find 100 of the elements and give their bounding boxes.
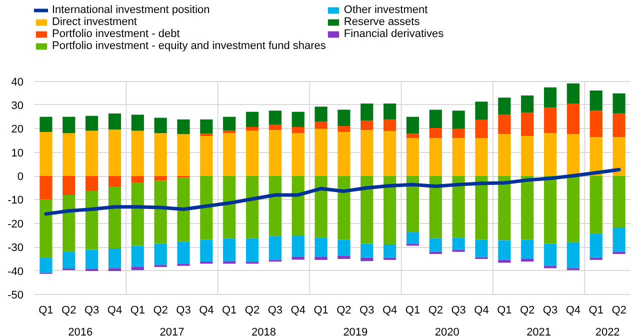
bar: [338, 132, 350, 176]
bar: [544, 176, 557, 244]
bar: [223, 116, 236, 131]
bar: [406, 138, 420, 176]
text: 2018: [251, 326, 276, 336]
bar: [590, 110, 602, 138]
bar: [338, 126, 350, 132]
bar: [40, 132, 52, 176]
bar: [384, 176, 396, 245]
bar: [521, 112, 534, 136]
bar: [566, 134, 580, 176]
text: 2019: [343, 326, 368, 336]
bar: [384, 104, 396, 120]
bar: [544, 87, 557, 108]
bar: [246, 112, 259, 127]
bar: [590, 176, 602, 234]
bar: [452, 138, 465, 176]
bar: [200, 136, 213, 176]
y-tick-label: -10: [8, 194, 24, 207]
x-tick-label: Q4: [290, 304, 306, 316]
bar: [154, 176, 167, 181]
bar: [108, 186, 122, 249]
bar: [612, 176, 626, 228]
bar: [498, 98, 511, 115]
bar: [475, 176, 488, 240]
legend-label: International investment position: [52, 4, 210, 16]
bar: [86, 190, 98, 250]
bar: [62, 133, 76, 176]
bar: [544, 108, 557, 134]
bar: [590, 137, 602, 176]
x-tick-label: Q3: [176, 304, 191, 316]
bar: [612, 227, 626, 252]
bar: [406, 134, 420, 138]
x-tick-label: Q4: [382, 304, 398, 316]
bar: [314, 238, 328, 257]
bar: [108, 176, 122, 187]
bar: [268, 236, 282, 260]
bar: [521, 136, 534, 176]
x-tick-label: Q3: [542, 304, 558, 316]
bar: [86, 250, 98, 269]
bar: [544, 244, 557, 266]
bar: [338, 176, 350, 240]
bar: [566, 83, 580, 104]
bar: [246, 238, 259, 262]
bar: [612, 93, 626, 114]
text: 2022: [595, 326, 620, 336]
bar: [154, 244, 167, 266]
bar: [108, 268, 122, 272]
bar: [177, 134, 190, 176]
text: 2017: [160, 326, 184, 336]
bar: [566, 104, 580, 134]
text: 2021: [526, 326, 552, 336]
bar: [154, 180, 167, 244]
bar: [292, 126, 304, 134]
legend-label: Portfolio investment - debt: [52, 28, 180, 40]
bar: [86, 130, 98, 176]
bar: [498, 240, 511, 260]
y-tick-label: 0: [17, 171, 24, 184]
y-tick-label: -20: [8, 218, 24, 230]
text: 2020: [434, 326, 460, 336]
bar: [131, 130, 144, 176]
bar: [566, 242, 580, 268]
bar: [154, 133, 167, 176]
x-tick-label: Q1: [405, 304, 420, 316]
bar: [268, 124, 282, 130]
bar: [314, 176, 328, 238]
bar: [612, 114, 626, 138]
x-tick-label: Q2: [520, 304, 535, 316]
bar: [360, 120, 374, 130]
bar: [268, 130, 282, 176]
legend-label: Financial derivatives: [344, 28, 444, 40]
bar: [384, 119, 396, 132]
bar: [292, 133, 304, 176]
bar: [200, 176, 213, 240]
bar: [108, 113, 122, 130]
bar: [131, 182, 144, 246]
bar: [292, 236, 304, 257]
bar: [590, 234, 602, 258]
bar: [406, 232, 420, 244]
bar: [521, 240, 534, 259]
y-tick-label: 10: [11, 147, 24, 160]
bar: [452, 128, 465, 138]
bar: [360, 244, 374, 258]
x-tick-label: Q2: [428, 304, 444, 316]
bar: [338, 110, 350, 126]
bar: [498, 176, 511, 240]
bar: [360, 130, 374, 176]
x-tick-label: Q2: [244, 304, 260, 316]
bar: [360, 176, 374, 244]
bar: [498, 114, 511, 134]
x-tick-label: Q4: [566, 304, 581, 316]
bar: [246, 176, 259, 238]
bar: [40, 200, 52, 258]
bar: [612, 137, 626, 176]
bar: [429, 176, 442, 238]
y-tick-label: -50: [8, 290, 24, 302]
bar: [360, 258, 374, 262]
bar: [384, 131, 396, 176]
x-tick-label: Q1: [38, 304, 54, 316]
bar: [292, 176, 304, 236]
